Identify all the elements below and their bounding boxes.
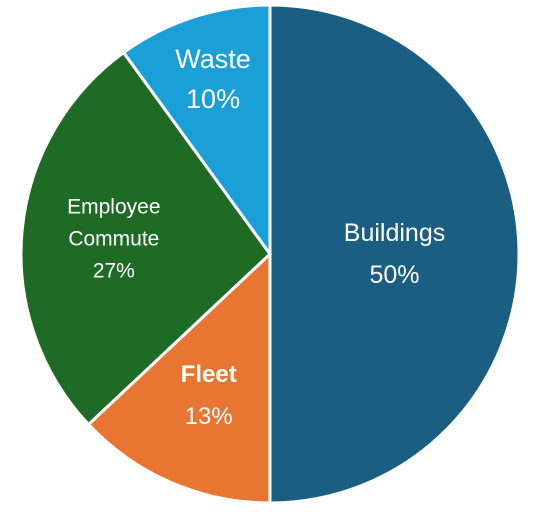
slice-fleet (86, 250, 272, 505)
pie-labels: Buildings 50% Fleet 13% Employee Commute 27% Wa… (67, 44, 445, 430)
pie-slices (19, 3, 521, 505)
slice-buildings (268, 3, 521, 505)
value-label-employee-commute: 27% (93, 260, 135, 283)
label-fleet: Fleet (181, 361, 237, 388)
label-employee-commute-1: Commute (68, 228, 159, 251)
slice-waste (121, 3, 272, 259)
value-label-fleet: 13% (185, 403, 233, 430)
label-buildings: Buildings (344, 219, 445, 247)
value-label-waste: 10% (186, 84, 240, 114)
label-employee-commute-0: Employee (67, 196, 160, 219)
value-label-buildings: 50% (369, 261, 419, 289)
label-waste: Waste (175, 44, 251, 74)
slice-employee-commute (19, 50, 272, 427)
